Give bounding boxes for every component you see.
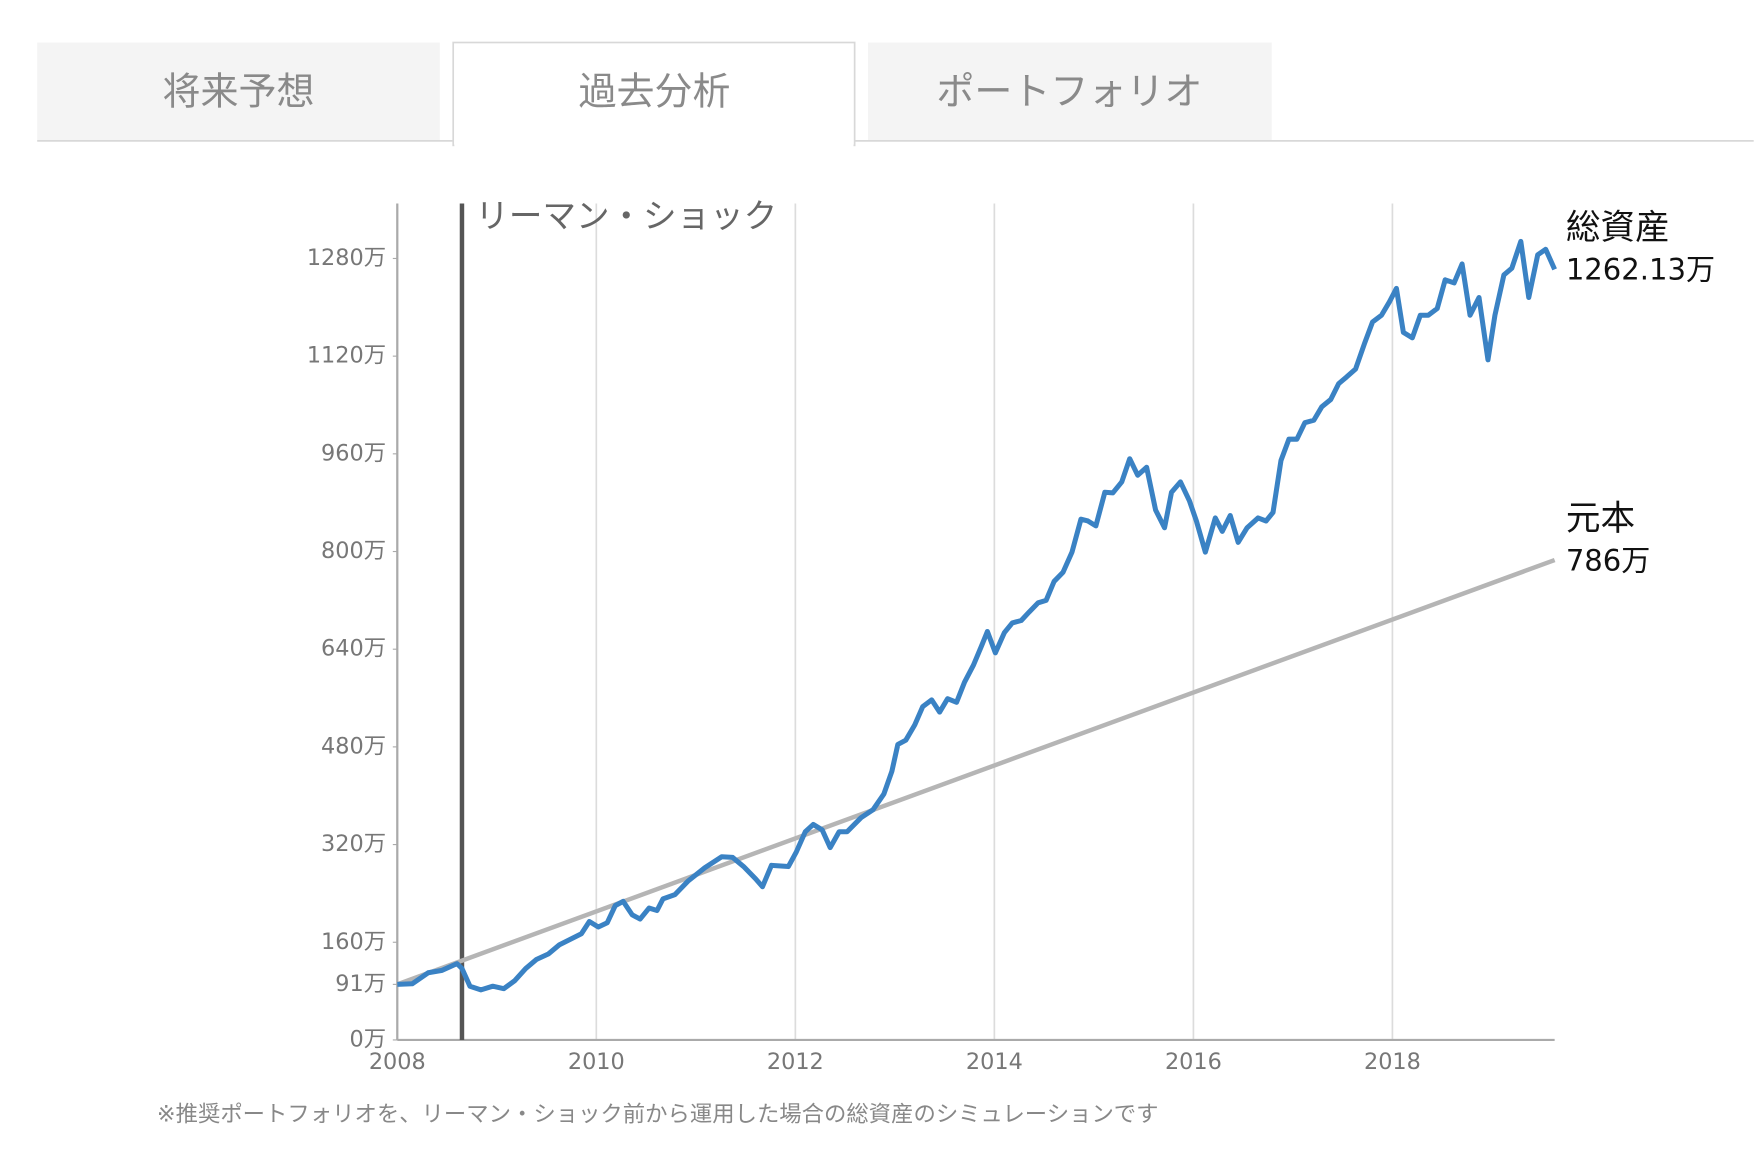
y-tick-label: 480万 <box>321 733 386 759</box>
x-tick-label: 2012 <box>767 1049 824 1075</box>
y-tick-label: 1280万 <box>307 245 386 271</box>
tab[interactable] <box>37 42 440 141</box>
series-line <box>397 238 1557 993</box>
y-tick-label: 800万 <box>321 538 386 564</box>
x-tick-label: 2008 <box>369 1049 426 1075</box>
tabs: 将来予想 過去分析 ポートフォリオ <box>37 41 1754 148</box>
series-last-label: 786万 <box>1566 543 1651 577</box>
y-tick-label: 320万 <box>321 831 386 857</box>
series-last-label: 1262.13万 <box>1566 253 1715 287</box>
footnote: ※推奨ポートフォリオを、リーマン・ショック前から運用した場合の総資産のシミュレー… <box>157 1101 1159 1127</box>
y-tick-label: 91万 <box>335 971 386 997</box>
series-name: 総資産 <box>1566 208 1670 248</box>
series-name: 元本 <box>1566 499 1635 539</box>
y-tick-label: 160万 <box>321 929 386 955</box>
tab-gap <box>454 134 854 148</box>
tab-label[interactable]: ポートフォリオ <box>936 69 1202 113</box>
tab-label[interactable]: 将来予想 <box>162 69 314 113</box>
x-tick-label: 2014 <box>966 1049 1023 1075</box>
y-tick-label: 1120万 <box>307 343 386 369</box>
x-tick-label: 2018 <box>1364 1049 1421 1075</box>
y-tick-label: 960万 <box>321 440 386 466</box>
series-line <box>396 557 1556 987</box>
event-label: リーマン・ショック <box>475 197 777 236</box>
tab-label[interactable]: 過去分析 <box>578 69 730 113</box>
tab-active[interactable] <box>452 41 856 147</box>
x-tick-label: 2016 <box>1165 1049 1222 1075</box>
y-tick-label: 640万 <box>321 636 386 662</box>
tab[interactable] <box>868 42 1272 141</box>
x-tick-label: 2010 <box>568 1049 625 1075</box>
chart: 2008 2010 2012 2014 2016 2018 0万 91万 160万 320万 480… <box>307 197 1715 1075</box>
y-tick-label: 0万 <box>350 1026 387 1052</box>
